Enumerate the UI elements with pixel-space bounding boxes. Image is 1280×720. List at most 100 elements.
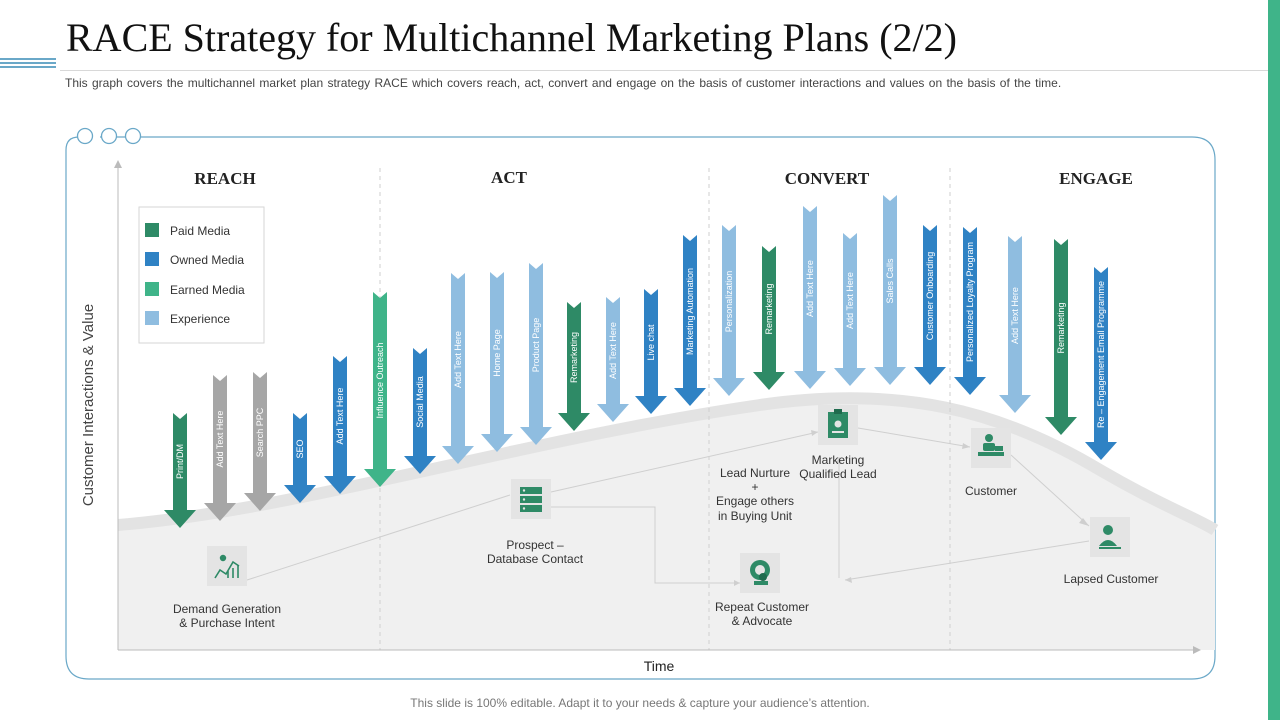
journey-connectors <box>246 427 1090 584</box>
channel-arrow-label: Remarketing <box>1056 302 1066 353</box>
channel-arrow-label: Home Page <box>492 329 502 377</box>
slide-subtitle: This graph covers the multichannel marke… <box>65 76 1062 90</box>
node-repeat-line-2: & Advocate <box>732 614 793 628</box>
value-curve-line <box>117 392 1219 536</box>
channel-arrow: Remarketing <box>1045 239 1077 435</box>
channel-arrow-shape <box>954 227 986 395</box>
advocate-badge-icon <box>750 560 770 585</box>
channel-arrow-label: Customer Onboarding <box>925 252 935 341</box>
channel-arrow-shape <box>404 348 436 474</box>
stage-reach: REACH <box>194 169 255 188</box>
channel-arrow: SEO <box>284 413 316 503</box>
channel-arrows: Print/DM Add Text Here Search PPC SEO Add Te… <box>164 195 1117 528</box>
legend: Paid Media Owned Media Earned Media Expe… <box>138 206 265 344</box>
channel-arrow-label: Re – Engagement Email Programme <box>1096 281 1106 428</box>
channel-arrow-shape <box>597 297 629 422</box>
stage-engage: ENGAGE <box>1059 169 1133 188</box>
legend-label-earned-media: Earned Media <box>170 283 245 297</box>
node-demand: Demand Generation & Purchase Intent <box>173 546 281 630</box>
channel-arrow-label: Search PPC <box>255 407 265 457</box>
value-curve-area <box>118 398 1215 650</box>
connector-arrowheads <box>734 430 1089 586</box>
node-nurture-line-3: Engage others <box>716 494 794 508</box>
channel-arrow-label: Add Text Here <box>215 411 225 468</box>
growth-chart-icon <box>214 554 240 579</box>
channel-arrow-label: Add Text Here <box>845 272 855 329</box>
channel-arrow-shape <box>713 225 745 396</box>
channel-arrow-label: Add Text Here <box>1010 287 1020 344</box>
node-prospect-line-2: Database Contact <box>487 552 584 566</box>
channel-arrow-shape <box>558 302 590 431</box>
channel-arrow: Search PPC <box>244 372 276 511</box>
channel-arrow-label: Personalized Loyalty Program <box>965 242 975 362</box>
channel-arrow-label: Influence Outreach <box>375 342 385 418</box>
node-prospect-line-1: Prospect – <box>506 538 564 552</box>
slide-footer: This slide is 100% editable. Adapt it to… <box>410 696 870 710</box>
channel-arrow: Sales Calls <box>874 195 906 385</box>
channel-arrow-label: Add Text Here <box>335 388 345 445</box>
stage-convert: CONVERT <box>785 169 870 188</box>
channel-arrow: Home Page <box>481 272 513 452</box>
channel-arrow: Add Text Here <box>999 236 1031 413</box>
channel-arrow: Customer Onboarding <box>914 225 946 385</box>
channel-arrow: Personalized Loyalty Program <box>954 227 986 395</box>
y-axis-arrowhead <box>114 160 122 168</box>
channel-arrow: Add Text Here <box>834 233 866 386</box>
channel-arrow-label: Marketing Automation <box>685 268 695 355</box>
node-nurture-line-1: Lead Nurture <box>720 466 790 480</box>
channel-arrow-shape <box>324 356 356 494</box>
legend-label-owned-media: Owned Media <box>170 253 244 267</box>
channel-arrow-shape <box>674 235 706 406</box>
channel-arrow: Marketing Automation <box>674 235 706 406</box>
node-demand-line-2: & Purchase Intent <box>179 616 275 630</box>
node-lapsed: Lapsed Customer <box>1064 517 1158 586</box>
y-axis-label: Customer Interactions & Value <box>80 304 97 506</box>
channel-arrow-shape <box>999 236 1031 413</box>
decorative-lines <box>0 58 56 70</box>
channel-arrow-label: Sales Calls <box>885 258 895 304</box>
channel-arrow-label: Remarketing <box>764 283 774 334</box>
node-nurture: Lead Nurture + Engage others in Buying U… <box>716 466 794 523</box>
legend-swatch-earned <box>145 282 159 296</box>
channel-arrow: Add Text Here <box>204 375 236 521</box>
stage-act: ACT <box>491 168 528 187</box>
channel-arrow-shape <box>753 246 785 390</box>
legend-swatch-experience <box>145 311 159 325</box>
channel-arrow-shape <box>204 375 236 521</box>
channel-arrow-shape <box>520 263 552 445</box>
channel-arrow: Social Media <box>404 348 436 474</box>
channel-arrow-shape <box>244 372 276 511</box>
channel-arrow-shape <box>364 292 396 487</box>
channel-arrow: Remarketing <box>558 302 590 431</box>
channel-arrow-label: Print/DM <box>175 444 185 479</box>
slide-title: RACE Strategy for Multichannel Marketing… <box>66 15 957 60</box>
channel-arrow-label: Remarketing <box>569 332 579 383</box>
channel-arrow-shape <box>481 272 513 452</box>
lapsed-user-icon <box>1099 525 1121 549</box>
channel-arrow: Add Text Here <box>597 297 629 422</box>
node-customer-line-1: Customer <box>965 484 1017 498</box>
node-mql-line-1: Marketing <box>812 453 865 467</box>
node-nurture-line-4: in Buying Unit <box>718 509 793 523</box>
database-server-icon <box>520 487 542 512</box>
customer-desk-icon <box>978 434 1004 456</box>
channel-arrow-label: Live chat <box>646 324 656 361</box>
channel-arrow: Print/DM <box>164 413 196 528</box>
channel-arrow-shape <box>874 195 906 385</box>
node-prospect: Prospect – Database Contact <box>487 479 584 566</box>
channel-arrow: Influence Outreach <box>364 292 396 487</box>
legend-label-experience: Experience <box>170 312 230 326</box>
node-mql: Marketing Qualified Lead <box>799 405 877 481</box>
channel-arrow: Remarketing <box>753 246 785 390</box>
channel-arrow-shape <box>164 413 196 528</box>
channel-arrow: Add Text Here <box>442 273 474 464</box>
diagram-frame <box>65 136 1216 680</box>
channel-arrow-label: Product Page <box>531 318 541 373</box>
title-divider <box>60 70 1268 71</box>
x-axis-arrowhead <box>1193 646 1201 654</box>
node-demand-line-1: Demand Generation <box>173 602 281 616</box>
channel-arrow-shape <box>635 289 667 414</box>
channel-arrow: Personalization <box>713 225 745 396</box>
channel-arrow-shape <box>914 225 946 385</box>
